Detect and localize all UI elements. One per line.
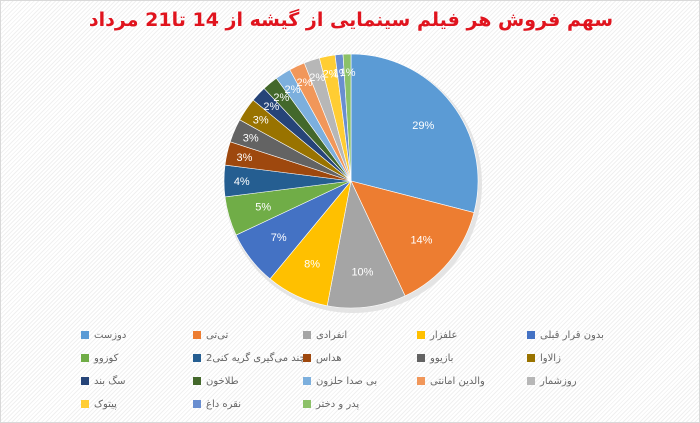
legend-item: والدین امانتی <box>417 373 485 389</box>
legend-item: پیتوک <box>81 396 117 412</box>
legend-item: زالاوا <box>527 350 561 366</box>
legend-item: چند می‌گیری گریه کنی2 <box>193 350 306 366</box>
legend-label: پیتوک <box>94 398 117 410</box>
legend-swatch <box>417 354 425 362</box>
slice-data-label: 10% <box>351 267 373 279</box>
legend-swatch <box>527 377 535 385</box>
legend-item: بدون قرار قبلی <box>527 327 604 343</box>
legend-swatch <box>81 377 89 385</box>
legend-swatch <box>193 400 201 408</box>
slice-data-label: 2% <box>285 84 301 96</box>
legend-label: سگ بند <box>94 375 126 387</box>
legend-swatch <box>417 331 425 339</box>
legend-label: تی‌تی <box>206 329 229 341</box>
legend-swatch <box>303 354 311 362</box>
legend-swatch <box>417 377 425 385</box>
slice-data-label: 3% <box>253 115 269 127</box>
legend-item: علفزار <box>417 327 457 343</box>
legend-swatch <box>303 400 311 408</box>
pie-slice <box>350 180 475 297</box>
legend-label: بازیوو <box>430 352 454 364</box>
pie-chart: 29%14%10%8%7%5%4%3%3%3%2%2%2%2%2%2%1%1% <box>223 53 482 313</box>
legend-label: نقره داغ <box>206 398 241 410</box>
legend-label: انفرادی <box>316 329 348 341</box>
slice-data-label: 8% <box>304 259 320 271</box>
slice-data-label: 29% <box>412 120 434 132</box>
legend-swatch <box>193 331 201 339</box>
legend-item: بی صدا حلزون <box>303 373 377 389</box>
slice-data-label: 1% <box>340 67 356 79</box>
legend-label: چند می‌گیری گریه کنی2 <box>206 352 306 364</box>
legend-label: کوزوو <box>94 352 119 364</box>
legend-item: انفرادی <box>303 327 347 343</box>
legend-label: طلاخون <box>206 375 239 387</box>
legend-swatch <box>81 331 89 339</box>
slice-data-label: 2% <box>297 77 313 89</box>
legend-label: هداس <box>316 352 342 364</box>
slice-data-label: 2% <box>273 92 289 104</box>
legend-item: روزشمار <box>527 373 577 389</box>
slice-data-label: 2% <box>263 101 279 113</box>
slice-data-label: 4% <box>234 176 250 188</box>
legend-label: پدر و دختر <box>316 398 360 410</box>
legend-label: بدون قرار قبلی <box>540 329 604 341</box>
pie-slice <box>350 53 479 213</box>
legend-swatch <box>527 331 535 339</box>
legend-item: دوزست <box>81 327 126 343</box>
slice-data-label: 2% <box>309 72 325 84</box>
legend-label: زالاوا <box>540 352 561 364</box>
legend-swatch <box>527 354 535 362</box>
chart-title: سهم فروش هر فیلم سینمایی از گیشه از 14 ت… <box>88 9 614 31</box>
legend-item: تی‌تی <box>193 327 228 343</box>
legend-item: هداس <box>303 350 342 366</box>
slice-data-label: 5% <box>255 202 271 214</box>
legend-label: علفزار <box>430 329 458 341</box>
slice-data-label: 2% <box>323 69 339 81</box>
slice-data-label: 14% <box>410 234 432 246</box>
legend-item: کوزوو <box>81 350 118 366</box>
legend-label: روزشمار <box>540 375 577 387</box>
pie-slice <box>326 180 406 309</box>
legend-swatch <box>193 377 201 385</box>
pie-slice <box>342 53 352 182</box>
slice-data-label: 3% <box>243 133 259 145</box>
legend-swatch <box>303 331 311 339</box>
legend-swatch <box>81 400 89 408</box>
legend-swatch <box>81 354 89 362</box>
legend-item: بازیوو <box>417 350 453 366</box>
slice-data-label: 3% <box>236 152 252 164</box>
legend-label: والدین امانتی <box>430 375 485 387</box>
legend-label: بی صدا حلزون <box>316 375 378 387</box>
legend-item: طلاخون <box>193 373 239 389</box>
legend-label: دوزست <box>94 329 127 341</box>
legend-item: پدر و دختر <box>303 396 359 412</box>
legend-swatch <box>193 354 201 362</box>
slice-data-label: 7% <box>271 232 287 244</box>
legend-swatch <box>303 377 311 385</box>
legend-item: سگ بند <box>81 373 126 389</box>
legend-item: نقره داغ <box>193 396 241 412</box>
